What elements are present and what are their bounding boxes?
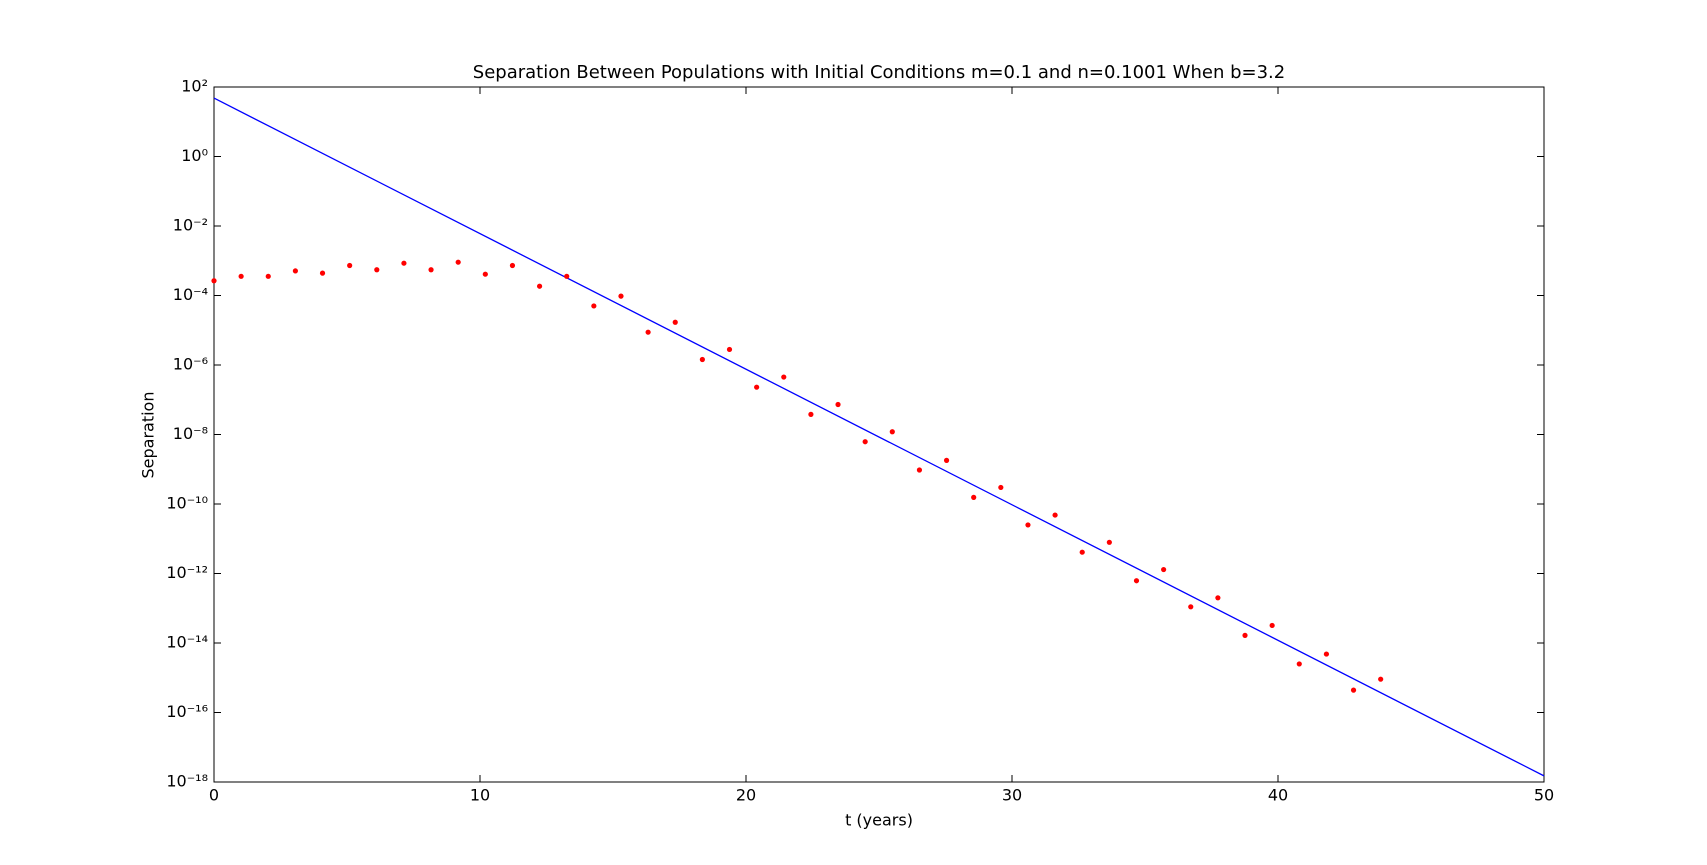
data-point xyxy=(564,273,570,279)
data-point xyxy=(645,329,651,335)
data-point xyxy=(1378,676,1384,682)
x-tick-label: 30 xyxy=(1002,786,1022,805)
data-point xyxy=(1215,595,1221,601)
data-point xyxy=(862,439,868,445)
data-point xyxy=(1079,549,1085,555)
plot-frame xyxy=(213,86,1545,783)
data-point xyxy=(781,374,787,380)
data-point xyxy=(1052,512,1058,518)
y-axis-label: Separation xyxy=(139,392,158,479)
data-point xyxy=(1269,622,1275,629)
data-point xyxy=(1242,632,1248,638)
data-point xyxy=(808,411,814,417)
data-point xyxy=(971,494,977,500)
y-tick-label: 10⁻¹⁸ xyxy=(166,772,208,791)
data-point xyxy=(1350,687,1357,693)
y-tick-label: 10⁻¹² xyxy=(166,563,208,582)
data-point xyxy=(536,283,543,289)
y-tick-label: 10² xyxy=(181,77,208,96)
data-point xyxy=(292,268,298,274)
data-point xyxy=(998,484,1004,491)
data-point xyxy=(1133,578,1140,584)
data-point xyxy=(1323,651,1330,657)
data-point xyxy=(726,346,733,353)
data-line xyxy=(213,97,1545,777)
data-point xyxy=(1161,566,1167,573)
data-point xyxy=(672,319,678,325)
data-point xyxy=(618,293,624,299)
data-point xyxy=(347,262,353,269)
y-tick-label: 10⁰ xyxy=(181,146,208,165)
x-tick-label: 40 xyxy=(1268,786,1288,805)
data-point xyxy=(401,260,407,266)
data-point xyxy=(889,429,895,435)
data-point xyxy=(835,401,841,408)
data-point xyxy=(1296,661,1302,667)
y-tick-label: 10⁻⁴ xyxy=(173,285,208,304)
x-tick-label: 20 xyxy=(736,786,756,805)
x-tick-label: 50 xyxy=(1534,786,1554,805)
chart-title: Separation Between Populations with Init… xyxy=(473,62,1285,83)
data-point xyxy=(943,457,950,463)
data-point xyxy=(754,384,760,390)
data-point xyxy=(238,273,244,279)
data-point xyxy=(509,262,516,269)
x-axis-label: t (years) xyxy=(845,811,913,830)
data-point xyxy=(916,467,923,473)
data-point xyxy=(211,278,217,284)
data-point xyxy=(591,303,597,309)
data-point xyxy=(1025,522,1031,528)
data-point xyxy=(1188,604,1194,610)
data-point xyxy=(319,270,326,276)
x-tick-label: 0 xyxy=(209,786,219,805)
y-tick-label: 10⁻¹⁶ xyxy=(166,702,208,721)
y-tick-label: 10⁻² xyxy=(173,216,208,235)
data-point xyxy=(374,267,380,273)
x-tick-label: 10 xyxy=(470,786,490,805)
data-point xyxy=(699,356,705,363)
data-point xyxy=(265,273,271,279)
data-point xyxy=(428,267,434,273)
data-point xyxy=(455,259,461,265)
data-point xyxy=(1106,539,1112,545)
data-point xyxy=(482,271,488,277)
y-tick-label: 10⁻¹⁴ xyxy=(166,633,208,652)
y-tick-label: 10⁻⁸ xyxy=(173,424,208,443)
y-tick-label: 10⁻¹⁰ xyxy=(166,494,208,513)
y-tick-label: 10⁻⁶ xyxy=(173,355,208,374)
